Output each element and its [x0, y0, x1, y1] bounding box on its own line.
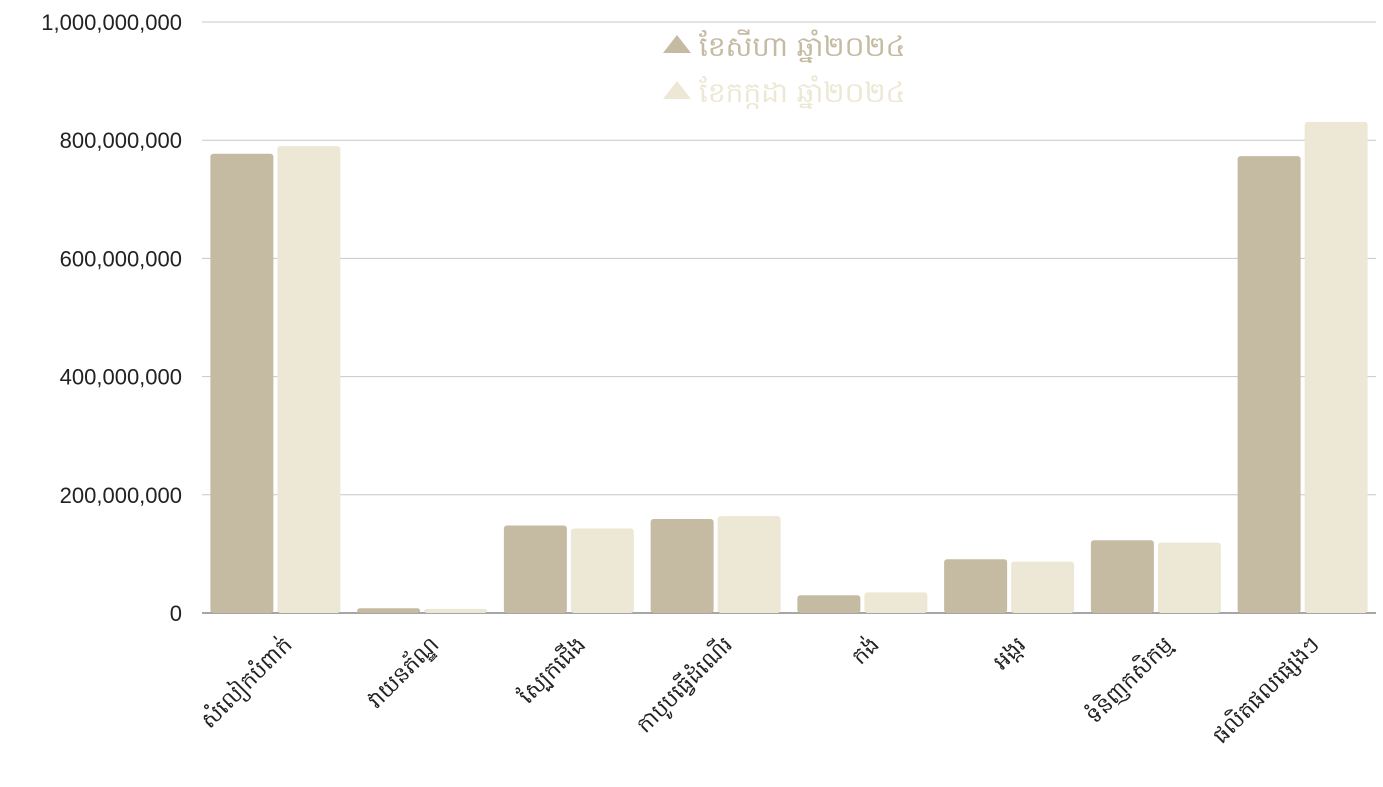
y-axis-ticks: 0 200,000,000 400,000,000 600,000,000 800,00… [41, 10, 182, 626]
x-category-label: កាបូបធ្វើដំណើរ [631, 631, 739, 739]
bars [210, 121, 1368, 614]
bar-1-7 [1090, 540, 1154, 613]
legend-entry-label: ខែសីហា ឆ្នាំ២០២៤ [699, 29, 905, 63]
x-category-label: វាយនភ័ណ្ឌ [361, 630, 444, 713]
y-tick-label: 1,000,000,000 [41, 10, 182, 35]
bar-2-5 [864, 592, 928, 613]
bar-2-2 [424, 608, 488, 613]
bar-1-1 [210, 153, 274, 613]
y-tick-label: 800,000,000 [60, 128, 182, 153]
y-tick-label: 0 [170, 601, 182, 626]
y-tick-label: 200,000,000 [60, 483, 182, 508]
x-category-label: ស្បែកជើង [513, 631, 591, 709]
bar-1-6 [944, 559, 1008, 613]
bar-2-6 [1011, 561, 1075, 613]
bar-2-4 [717, 516, 781, 613]
gridlines [202, 21, 1376, 614]
x-category-label: ទំនិញកសិកម្ម [1080, 631, 1178, 729]
bar-1-2 [357, 608, 421, 613]
bar-1-4 [650, 519, 714, 613]
legend-entry-label: ខែកក្កដា ឆ្នាំ២០២៤ [699, 75, 905, 109]
legend-marker-icon [663, 35, 691, 53]
bar-2-3 [570, 528, 634, 613]
bar-2-1 [277, 146, 341, 614]
x-axis-labels: សំលៀកបំពាក់ វាយនភ័ណ្ឌ ស្បែកជើង កាបូបធ្វើដំណ… [194, 630, 1325, 749]
x-category-label: កង់ [846, 631, 885, 670]
y-tick-label: 600,000,000 [60, 246, 182, 271]
x-category-label: អង្ករ [989, 633, 1031, 675]
x-category-label: សំលៀកបំពាក់ [194, 630, 298, 734]
y-tick-label: 400,000,000 [60, 365, 182, 390]
bar-2-8 [1304, 121, 1368, 613]
x-category-label: ផលិតផលផ្សេងៗ [1207, 631, 1325, 749]
bar-1-3 [503, 525, 567, 613]
legend-marker-icon [663, 81, 691, 99]
bar-1-8 [1237, 156, 1301, 614]
bar-1-5 [797, 595, 861, 613]
bar-2-7 [1157, 542, 1221, 613]
